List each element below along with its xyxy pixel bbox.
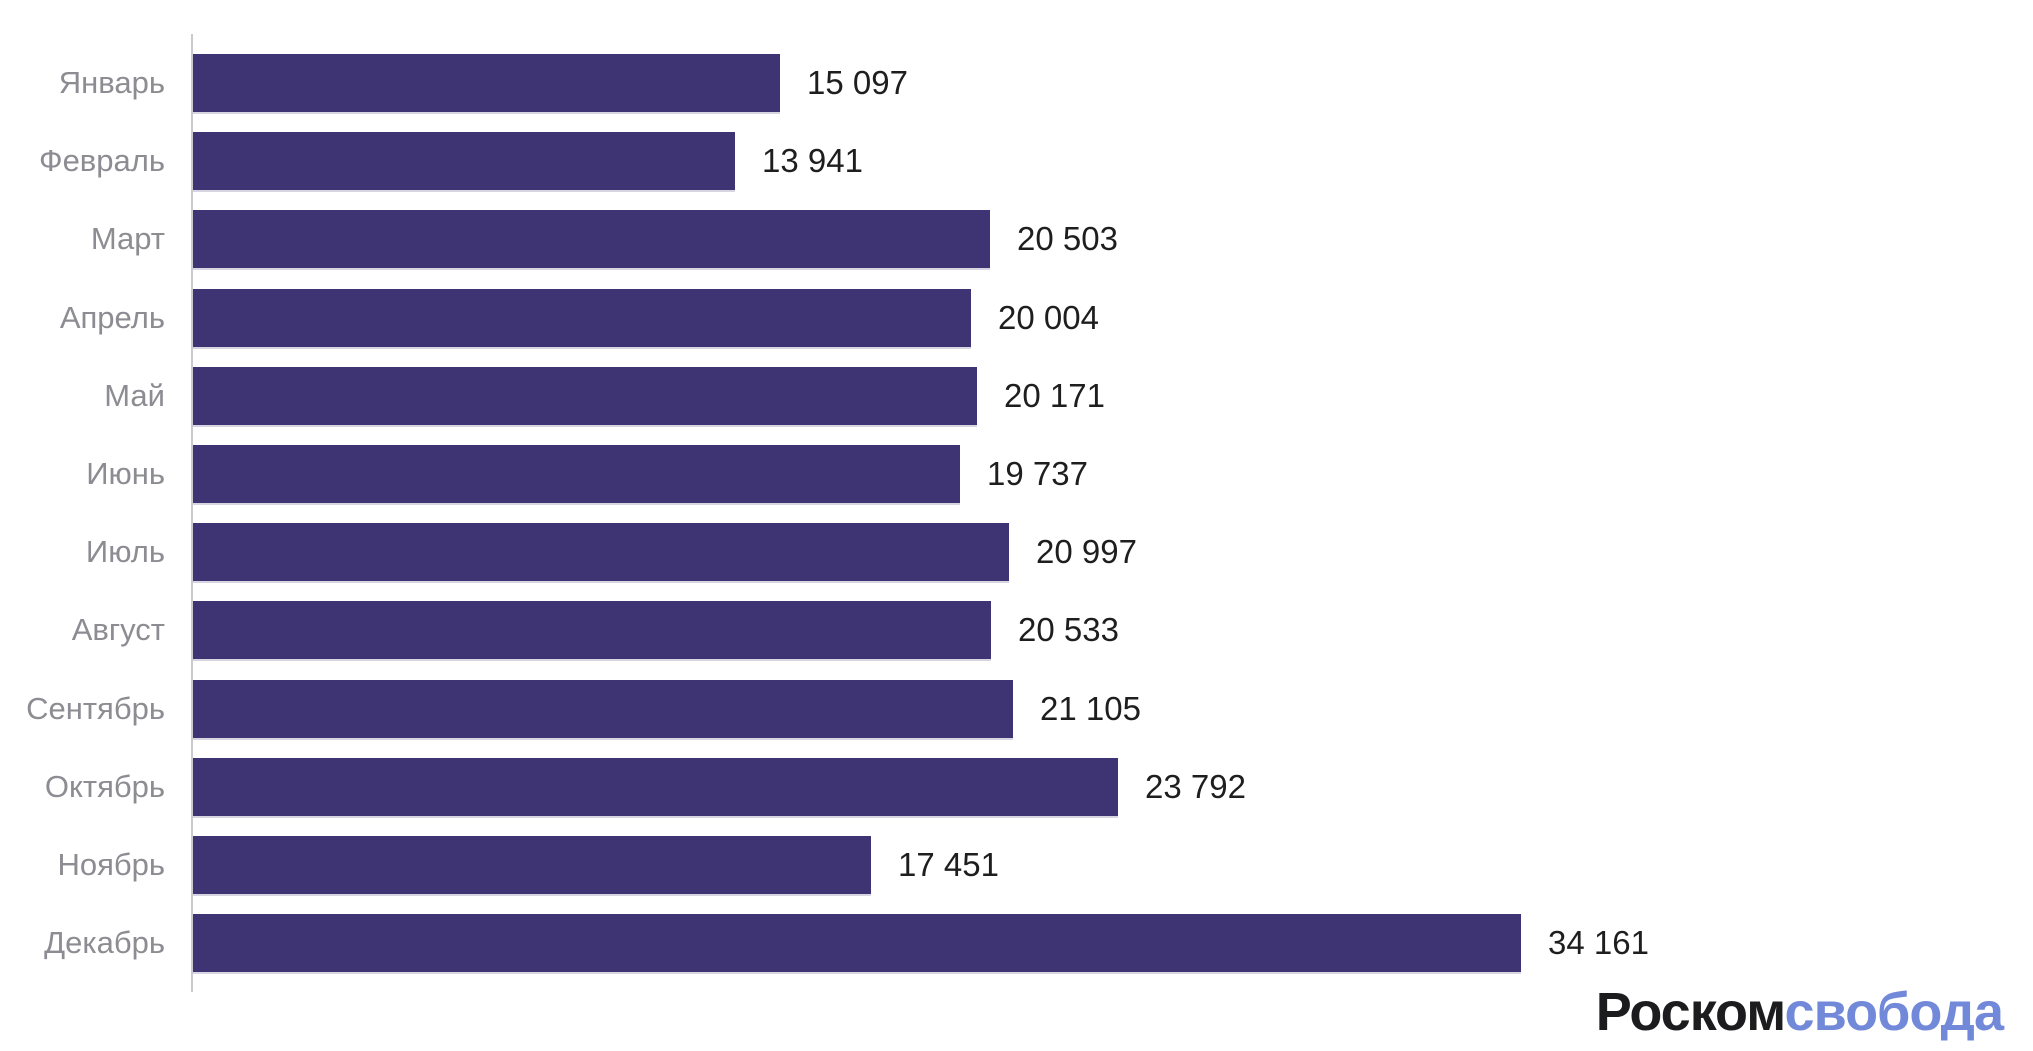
bar [193, 54, 780, 112]
bar-row-1: Январь 15 097 [0, 54, 2033, 112]
bar [193, 367, 977, 425]
bar [193, 914, 1521, 972]
category-label: Август [71, 612, 165, 647]
bar [193, 523, 1009, 581]
bar [193, 758, 1118, 816]
value-label: 34 161 [1548, 924, 1649, 961]
value-label: 17 451 [898, 846, 999, 883]
bar [193, 289, 971, 347]
bar [193, 445, 960, 503]
category-label: Июнь [86, 456, 165, 491]
logo-text-black: Роском [1595, 982, 1786, 1042]
category-label: Май [104, 378, 165, 413]
category-label: Апрель [59, 300, 165, 335]
category-label: Февраль [39, 143, 165, 178]
bar [193, 680, 1013, 738]
value-label: 20 503 [1017, 220, 1118, 257]
category-label: Июль [85, 534, 165, 569]
bar-row-8: Август 20 533 [0, 601, 2033, 659]
bar-row-9: Сентябрь 21 105 [0, 680, 2033, 738]
bar-row-5: Май 20 171 [0, 367, 2033, 425]
roskomsvoboda-logo: Роскомсвобода [1595, 981, 2004, 1043]
value-label: 20 171 [1004, 377, 1105, 414]
value-label: 15 097 [807, 64, 908, 101]
value-label: 19 737 [987, 455, 1088, 492]
logo-text-blue: свобода [1784, 982, 2004, 1042]
category-label: Январь [58, 65, 165, 100]
value-label: 20 533 [1018, 611, 1119, 648]
bar-row-10: Октябрь 23 792 [0, 758, 2033, 816]
bar-row-7: Июль 20 997 [0, 523, 2033, 581]
bar-row-3: Март 20 503 [0, 210, 2033, 268]
bar-row-6: Июнь 19 737 [0, 445, 2033, 503]
category-label: Сентябрь [26, 691, 165, 726]
y-axis-line [191, 34, 193, 992]
category-label: Октябрь [44, 769, 165, 804]
category-label: Ноябрь [57, 847, 165, 882]
category-label: Декабрь [44, 925, 165, 960]
value-label: 21 105 [1040, 690, 1141, 727]
value-label: 20 004 [998, 299, 1099, 336]
bar [193, 836, 871, 894]
value-label: 23 792 [1145, 768, 1246, 805]
value-label: 20 997 [1036, 533, 1137, 570]
bar [193, 210, 990, 268]
bar [193, 132, 735, 190]
category-label: Март [90, 221, 165, 256]
bar-row-4: Апрель 20 004 [0, 289, 2033, 347]
bar-row-12: Декабрь 34 161 [0, 914, 2033, 972]
bar-row-2: Февраль 13 941 [0, 132, 2033, 190]
bar [193, 601, 991, 659]
value-label: 13 941 [762, 142, 863, 179]
bar-row-11: Ноябрь 17 451 [0, 836, 2033, 894]
